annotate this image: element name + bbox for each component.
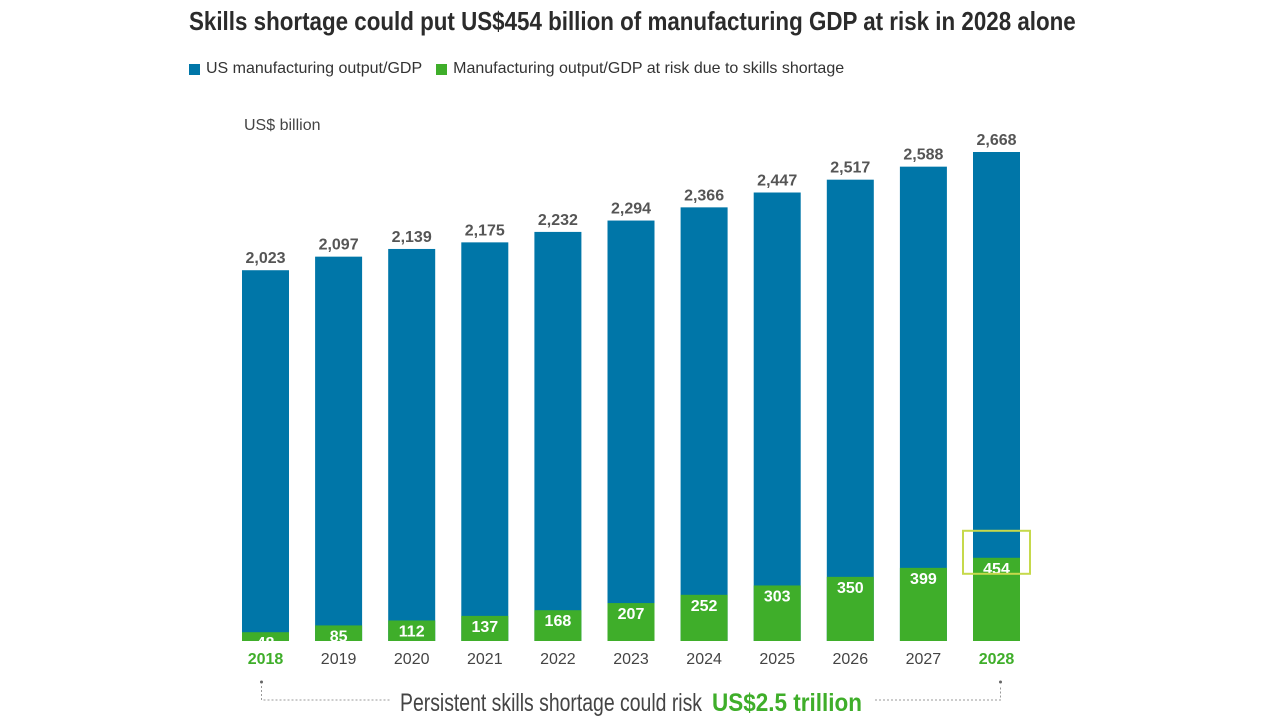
label-risk-2018: 48 <box>257 635 275 652</box>
footer-highlight: US$2.5 trillion <box>712 689 862 717</box>
label-output-2018: 2,023 <box>245 250 285 267</box>
legend-item-risk: Manufacturing output/GDP at risk due to … <box>436 60 844 78</box>
label-risk-2019: 85 <box>330 628 348 645</box>
x-tick-2023: 2023 <box>613 651 649 668</box>
bar-output-2023 <box>607 220 655 641</box>
x-tick-2021: 2021 <box>467 651 503 668</box>
bracket-line-left <box>261 686 390 701</box>
bar-risk-2025 <box>753 585 801 641</box>
highlight-box-454 <box>962 529 1031 575</box>
bar-output-2019 <box>315 256 363 641</box>
label-output-2027: 2,588 <box>903 147 943 164</box>
label-output-2024: 2,366 <box>684 187 724 204</box>
label-output-2026: 2,517 <box>830 160 870 177</box>
label-output-2020: 2,139 <box>392 229 432 246</box>
bar-output-2027 <box>899 166 947 642</box>
x-tick-2020: 2020 <box>394 651 430 668</box>
x-tick-2026: 2026 <box>833 651 869 668</box>
x-tick-2028: 2028 <box>979 651 1015 668</box>
bar-risk-2023 <box>607 603 655 641</box>
label-risk-2025: 303 <box>764 588 791 605</box>
label-output-2019: 2,097 <box>319 237 359 254</box>
x-tick-2018: 2018 <box>248 651 284 668</box>
legend-swatch-output <box>189 63 200 75</box>
label-risk-2023: 207 <box>618 606 645 623</box>
label-risk-2022: 168 <box>545 613 572 630</box>
label-risk-2021: 137 <box>471 619 498 636</box>
bar-risk-2026 <box>826 576 874 641</box>
bar-risk-2021 <box>461 615 509 641</box>
x-tick-2024: 2024 <box>686 651 722 668</box>
bar-output-2021 <box>461 242 509 641</box>
bar-risk-2024 <box>680 594 728 641</box>
bracket-line-right <box>875 686 1001 701</box>
label-output-2021: 2,175 <box>465 222 505 239</box>
bar-risk-2019 <box>315 625 363 641</box>
legend: US manufacturing output/GDP Manufacturin… <box>189 60 844 78</box>
x-tick-2022: 2022 <box>540 651 576 668</box>
label-risk-2024: 252 <box>691 598 718 615</box>
label-output-2028: 2,668 <box>976 132 1016 149</box>
label-risk-2020: 112 <box>399 623 425 640</box>
label-output-2022: 2,232 <box>538 212 578 229</box>
x-tick-2025: 2025 <box>759 651 795 668</box>
x-tick-2027: 2027 <box>906 651 942 668</box>
legend-swatch-risk <box>436 63 448 75</box>
bracket-dot-left <box>260 680 263 684</box>
legend-label-output: US manufacturing output/GDP <box>206 60 423 77</box>
bar-output-2024 <box>680 207 728 642</box>
bar-risk-2020 <box>388 620 436 641</box>
bracket-dot-right <box>999 680 1002 684</box>
label-risk-2027: 399 <box>910 571 937 588</box>
label-risk-2028: 454 <box>983 561 1010 578</box>
legend-label-risk: Manufacturing output/GDP at risk due to … <box>453 60 845 77</box>
bar-output-2018 <box>242 270 289 641</box>
footer-text: Persistent skills shortage could risk <box>400 689 702 717</box>
bar-output-2020 <box>388 248 436 641</box>
chart-title: Skills shortage could put US$454 billion… <box>189 6 1076 36</box>
bar-risk-2028 <box>973 557 1020 641</box>
bar-output-2022 <box>534 231 582 641</box>
x-tick-2019: 2019 <box>321 651 357 668</box>
bar-risk-2027 <box>899 567 947 641</box>
bar-output-2026 <box>826 179 874 641</box>
bar-risk-2018 <box>242 632 289 641</box>
legend-item-output: US manufacturing output/GDP <box>189 60 422 78</box>
label-output-2025: 2,447 <box>757 173 797 190</box>
y-axis-unit-label: US$ billion <box>244 117 320 134</box>
label-risk-2026: 350 <box>837 580 864 597</box>
bar-risk-2022 <box>534 610 582 641</box>
label-output-2023: 2,294 <box>611 201 651 218</box>
bar-output-2025 <box>753 192 801 641</box>
